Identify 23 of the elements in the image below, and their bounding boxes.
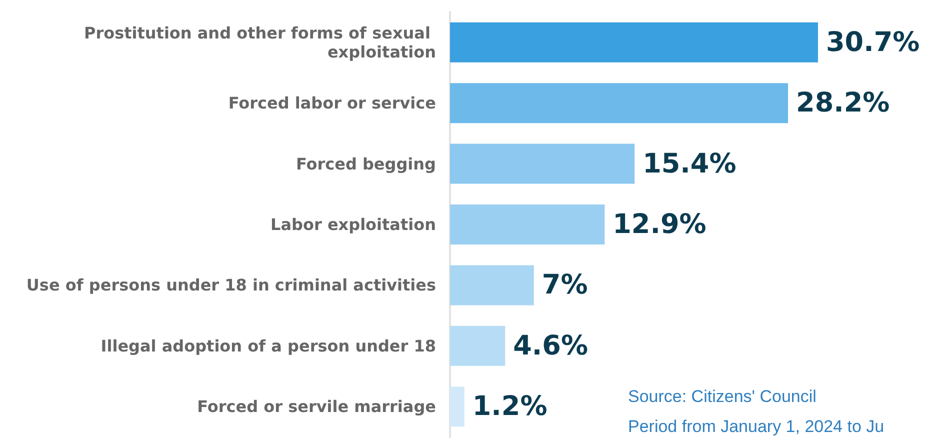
bar: [450, 265, 534, 306]
data-label: 12.9%: [612, 209, 706, 240]
y-tick-label: Forced labor or service: [228, 94, 436, 113]
y-tick-label: Forced or servile marriage: [197, 397, 436, 416]
y-tick-label: Prostitution and other forms of sexual exploitation: [84, 23, 436, 62]
bar: [450, 22, 818, 62]
bar: [450, 83, 788, 124]
y-tick-label: Illegal adoption of a person under 18: [100, 336, 436, 356]
data-label: 15.4%: [642, 148, 736, 180]
bar: [450, 386, 464, 427]
data-label: 28.2%: [796, 88, 890, 119]
bar: [450, 326, 506, 366]
annotation: Source: Citizens' Council: [628, 387, 816, 406]
y-tick-label: Labor exploitation: [270, 215, 436, 234]
bar: [450, 144, 635, 184]
y-tick-label: Forced begging: [296, 154, 436, 174]
data-label: 1.2%: [472, 391, 548, 422]
bar: [450, 204, 605, 244]
y-tick-label: Use of persons under 18 in criminal activities: [26, 276, 436, 295]
data-label: 4.6%: [513, 330, 588, 362]
data-label: 30.7%: [826, 26, 920, 58]
data-label: 7%: [542, 270, 588, 301]
annotation: Period from January 1, 2024 to Ju: [628, 417, 884, 436]
